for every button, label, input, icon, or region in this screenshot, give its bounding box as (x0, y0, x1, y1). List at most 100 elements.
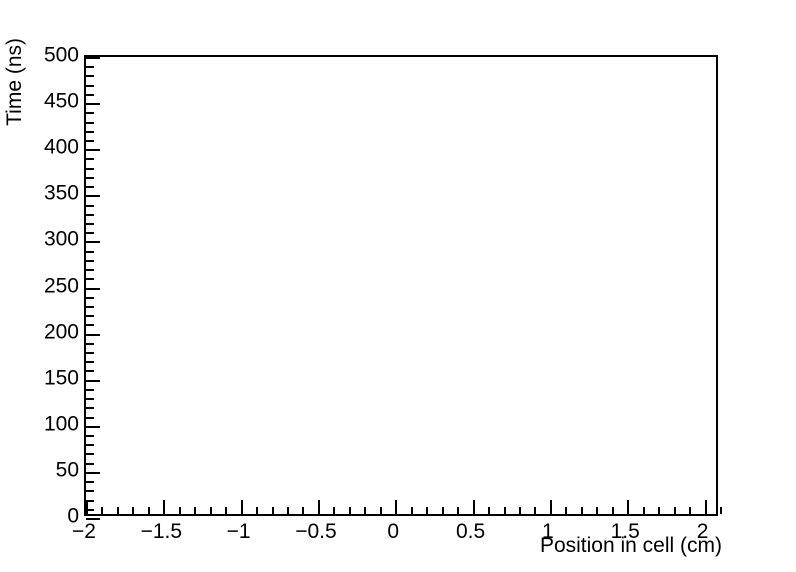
y-axis-minor-tick (86, 444, 94, 447)
y-axis-minor-tick (86, 490, 94, 493)
y-axis-tick-label: 350 (43, 181, 79, 205)
y-axis-major-tick (86, 518, 100, 520)
x-axis-minor-tick (658, 507, 661, 514)
y-axis-title: Time (ns) (3, 38, 26, 126)
y-axis-tick-label: 100 (43, 412, 79, 436)
y-axis-minor-tick (86, 481, 94, 484)
y-axis-tick-label: 500 (43, 43, 79, 67)
y-axis-minor-tick (86, 315, 94, 318)
y-axis-minor-tick (86, 398, 94, 401)
x-axis-minor-tick (116, 507, 119, 514)
x-axis-minor-tick (271, 507, 274, 514)
y-axis-minor-tick (86, 342, 94, 345)
x-axis-minor-tick (364, 507, 367, 514)
y-axis-tick-label: 450 (43, 89, 79, 113)
y-axis-minor-tick (86, 296, 94, 299)
x-axis-minor-tick (596, 507, 599, 514)
x-axis-minor-tick (348, 507, 351, 514)
y-axis-minor-tick (86, 508, 94, 511)
x-axis-minor-tick (147, 507, 150, 514)
y-axis-minor-tick (86, 416, 94, 419)
x-axis-minor-tick (379, 507, 382, 514)
y-axis-minor-tick (86, 370, 94, 373)
y-axis-tick-label: 0 (67, 504, 79, 528)
plot-area (86, 57, 716, 514)
x-axis-minor-tick (565, 507, 568, 514)
x-axis-minor-tick (225, 507, 228, 514)
y-axis-major-tick (86, 333, 100, 336)
y-axis-minor-tick (86, 112, 94, 115)
y-axis-minor-tick (86, 259, 94, 262)
y-axis-minor-tick (86, 75, 94, 78)
y-axis-minor-tick (86, 167, 94, 170)
y-axis-minor-tick (86, 84, 94, 87)
y-axis-tick-label: 250 (43, 274, 79, 297)
y-axis-tick-label: 400 (43, 135, 79, 159)
x-axis-major-tick (704, 500, 707, 514)
x-axis-minor-tick (441, 507, 444, 514)
x-axis-minor-tick (720, 507, 722, 514)
y-axis-tick-label: 300 (43, 227, 79, 251)
x-axis-major-tick (627, 500, 630, 514)
y-axis-minor-tick (86, 93, 94, 96)
x-axis-major-tick (240, 500, 243, 514)
y-axis-tick-label: 150 (43, 366, 79, 390)
x-axis-minor-tick (689, 507, 692, 514)
y-axis-major-tick (86, 425, 100, 428)
y-axis-major-tick (86, 57, 100, 59)
y-axis-major-tick (86, 241, 100, 244)
x-axis-minor-tick (426, 507, 429, 514)
y-axis-tick-label: 200 (43, 320, 79, 344)
y-axis-minor-tick (86, 121, 94, 124)
y-axis-minor-tick (86, 130, 94, 133)
y-axis-minor-tick (86, 176, 94, 179)
y-axis-minor-tick (86, 499, 94, 502)
x-axis-minor-tick (503, 507, 506, 514)
y-axis-minor-tick (86, 305, 94, 308)
y-axis-minor-tick (86, 204, 94, 207)
y-axis-minor-tick (86, 388, 94, 391)
y-axis-minor-tick (86, 352, 94, 355)
y-axis-major-tick (86, 103, 100, 106)
x-axis-tick-label: 2 (696, 520, 709, 543)
x-axis-minor-tick (611, 507, 614, 514)
x-axis-tick-label: −0.5 (295, 520, 337, 543)
y-axis-minor-tick (86, 158, 94, 161)
y-axis-minor-tick (86, 186, 94, 189)
x-axis-minor-tick (302, 507, 305, 514)
x-axis-minor-tick (673, 507, 676, 514)
x-axis-minor-tick (518, 507, 521, 514)
x-axis-minor-tick (457, 507, 460, 514)
y-axis-minor-tick (86, 361, 94, 364)
x-axis-minor-tick (209, 507, 212, 514)
x-axis-minor-tick (256, 507, 259, 514)
y-axis-minor-tick (86, 453, 94, 456)
plot-frame (84, 55, 722, 520)
x-axis-minor-tick (194, 507, 197, 514)
y-axis-minor-tick (86, 232, 94, 235)
y-axis-minor-tick (86, 435, 94, 438)
y-axis-major-tick (86, 287, 100, 290)
y-axis-minor-tick (86, 324, 94, 327)
x-axis-minor-tick (101, 507, 104, 514)
x-axis-minor-tick (488, 507, 491, 514)
x-axis-tick-label: 1.5 (610, 520, 640, 543)
y-axis-minor-tick (86, 269, 94, 272)
x-axis-minor-tick (580, 507, 583, 514)
y-axis-minor-tick (86, 250, 94, 253)
x-axis-tick-label: 0.5 (455, 520, 486, 543)
x-axis-minor-tick (178, 507, 181, 514)
y-axis-major-tick (86, 149, 100, 152)
x-axis-minor-tick (287, 507, 290, 514)
y-axis-minor-tick (86, 213, 94, 216)
x-axis-minor-tick (410, 507, 413, 514)
x-axis-tick-label: 1 (542, 520, 554, 543)
y-axis-minor-tick (86, 278, 94, 281)
x-axis-major-tick (86, 500, 88, 514)
x-axis-minor-tick (333, 507, 336, 514)
y-axis-minor-tick (86, 139, 94, 142)
x-axis-minor-tick (132, 507, 135, 514)
x-axis-tick-label: −1.5 (140, 520, 183, 543)
y-axis-tick-label: 50 (55, 458, 79, 482)
